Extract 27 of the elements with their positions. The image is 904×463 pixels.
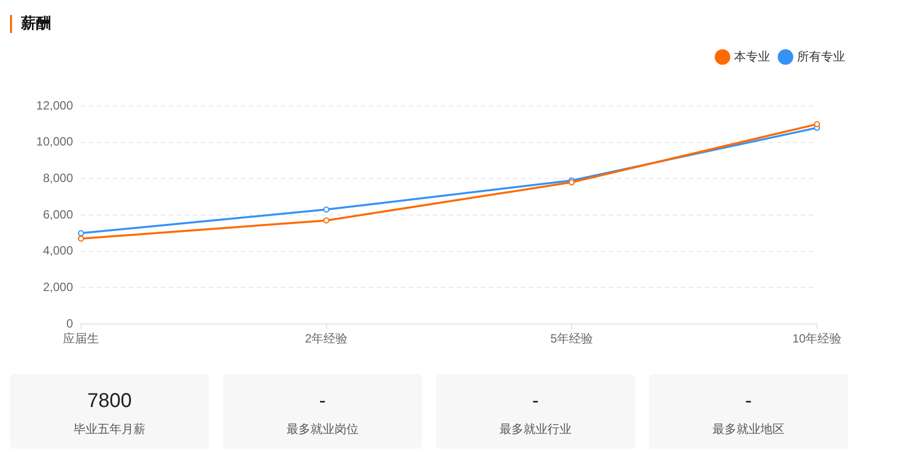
x-tick-label: 5年经验: [550, 332, 594, 346]
legend-label: 本专业: [734, 49, 770, 64]
x-tick-label: 10年经验: [792, 332, 842, 346]
point: [814, 121, 820, 128]
text: 毕业五年月薪: [74, 421, 146, 437]
point: [323, 206, 330, 213]
y-tick-label: 0: [66, 316, 74, 330]
legend-label: 所有专业: [797, 49, 845, 64]
y-tick-label: 10,000: [36, 134, 74, 149]
chart-title: 薪酬: [10, 15, 51, 33]
y-tick-label: 4,000: [42, 244, 74, 258]
x-tick-label: 应届生: [63, 332, 99, 346]
y-tick-label: 12,000: [36, 98, 74, 112]
text: -: [745, 389, 752, 413]
y-tick-label: 2,000: [42, 280, 74, 294]
x-tick-label: 2年经验: [304, 332, 348, 346]
text: 最多就业行业: [500, 421, 572, 437]
y-tick-label: 6,000: [42, 207, 74, 222]
text: 最多就业岗位: [286, 421, 358, 437]
text: -: [532, 389, 539, 413]
point: [78, 236, 84, 242]
text: -: [319, 389, 326, 413]
text: 最多就业地区: [712, 421, 784, 437]
text: 7800: [87, 389, 132, 413]
point: [323, 217, 330, 224]
y-tick-label: 8,000: [42, 170, 74, 185]
point: [78, 230, 84, 236]
